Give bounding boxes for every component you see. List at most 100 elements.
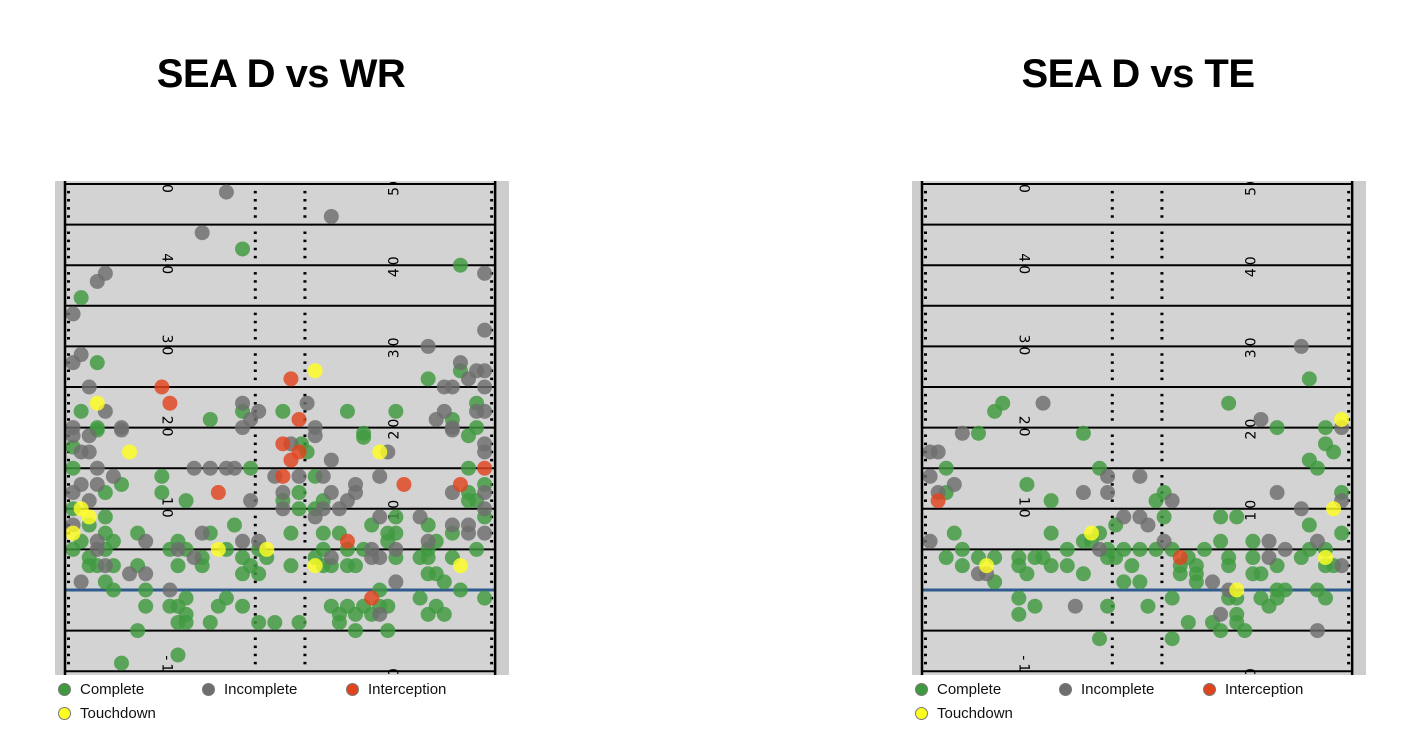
legend-item-incomplete[interactable]: Incomplete [202, 681, 297, 698]
yard-number-right: 50 [1243, 181, 1259, 196]
incomplete-point [1035, 395, 1051, 411]
interception-point [339, 533, 355, 549]
incomplete-point [1132, 468, 1148, 484]
incomplete-point [1213, 606, 1229, 622]
incomplete-point [477, 444, 493, 460]
interception-point [396, 476, 412, 492]
yard-number-right: 0 [386, 665, 402, 675]
complete-point [65, 460, 81, 476]
incomplete-point [1092, 541, 1108, 557]
complete-point [235, 241, 251, 257]
incomplete-point [202, 460, 218, 476]
interception-marker-icon [1203, 683, 1216, 696]
complete-point [1075, 425, 1091, 441]
touchdown-point [1326, 501, 1342, 517]
incomplete-point [477, 265, 493, 281]
complete-point [348, 606, 364, 622]
complete-point [1221, 558, 1237, 574]
legend-te: Complete Incomplete Interception Touchdo… [915, 679, 1375, 729]
complete-point [154, 485, 170, 501]
incomplete-point [323, 485, 339, 501]
complete-point [1116, 541, 1132, 557]
complete-point [420, 550, 436, 566]
incomplete-point [1205, 574, 1221, 590]
incomplete-point [1261, 550, 1277, 566]
legend-item-complete[interactable]: Complete [58, 681, 144, 698]
complete-point [1269, 590, 1285, 606]
legend-label: Touchdown [937, 705, 1013, 722]
complete-point [154, 468, 170, 484]
touchdown-point [1229, 582, 1245, 598]
touchdown-point [122, 444, 138, 460]
incomplete-point [186, 460, 202, 476]
incomplete-point [477, 379, 493, 395]
incomplete-point [275, 485, 291, 501]
incomplete-point [65, 485, 81, 501]
incomplete-point [170, 541, 186, 557]
incomplete-point [372, 550, 388, 566]
legend-item-incomplete[interactable]: Incomplete [1059, 681, 1154, 698]
legend-item-touchdown[interactable]: Touchdown [915, 705, 1013, 722]
complete-point [420, 606, 436, 622]
complete-point [73, 290, 89, 306]
legend-item-interception[interactable]: Interception [1203, 681, 1303, 698]
complete-point [1172, 566, 1188, 582]
yard-number-right: 20 [386, 416, 402, 440]
complete-point [291, 485, 307, 501]
legend-item-interception[interactable]: Interception [346, 681, 446, 698]
touchdown-point [1083, 525, 1099, 541]
incomplete-point [113, 422, 129, 438]
incomplete-point [105, 468, 121, 484]
incomplete-point [235, 533, 251, 549]
complete-point [1043, 493, 1059, 509]
complete-point [226, 517, 242, 533]
incomplete-point [323, 208, 339, 224]
yard-number-left: 40 [1016, 253, 1032, 277]
complete-point [1221, 395, 1237, 411]
complete-point [1148, 493, 1164, 509]
yard-number-right: 30 [1243, 334, 1259, 358]
complete-point [1188, 574, 1204, 590]
incomplete-point [162, 582, 178, 598]
incomplete-point [1075, 485, 1091, 501]
incomplete-point [194, 225, 210, 241]
touchdown-marker-icon [915, 707, 928, 720]
complete-point [946, 525, 962, 541]
yard-number-left: -10 [1016, 655, 1032, 675]
complete-point [388, 509, 404, 525]
incomplete-point [412, 509, 428, 525]
complete-point [469, 541, 485, 557]
complete-point [275, 403, 291, 419]
complete-point [1269, 420, 1285, 436]
incomplete-point [388, 574, 404, 590]
incomplete-point [954, 425, 970, 441]
legend-label: Interception [368, 681, 447, 698]
yard-number-right: 40 [1243, 253, 1259, 277]
legend-label: Incomplete [224, 681, 298, 698]
complete-point [436, 606, 452, 622]
legend-item-complete[interactable]: Complete [915, 681, 1001, 698]
incomplete-point [81, 444, 97, 460]
incomplete-point [323, 550, 339, 566]
touchdown-point [307, 363, 323, 379]
incomplete-point [477, 525, 493, 541]
complete-point [1059, 558, 1075, 574]
complete-point [251, 614, 267, 630]
incomplete-point [89, 476, 105, 492]
interception-point [930, 493, 946, 509]
legend-item-touchdown[interactable]: Touchdown [58, 705, 156, 722]
complete-point [1213, 623, 1229, 639]
incomplete-point [1067, 598, 1083, 614]
interception-point [477, 460, 493, 476]
complete-point [938, 460, 954, 476]
incomplete-point [299, 395, 315, 411]
complete-point [1213, 533, 1229, 549]
touchdown-point [210, 541, 226, 557]
yard-number-left: 30 [159, 334, 175, 358]
incomplete-marker-icon [202, 683, 215, 696]
incomplete-point [73, 574, 89, 590]
complete-point [954, 541, 970, 557]
interception-point [275, 436, 291, 452]
complete-point [235, 566, 251, 582]
